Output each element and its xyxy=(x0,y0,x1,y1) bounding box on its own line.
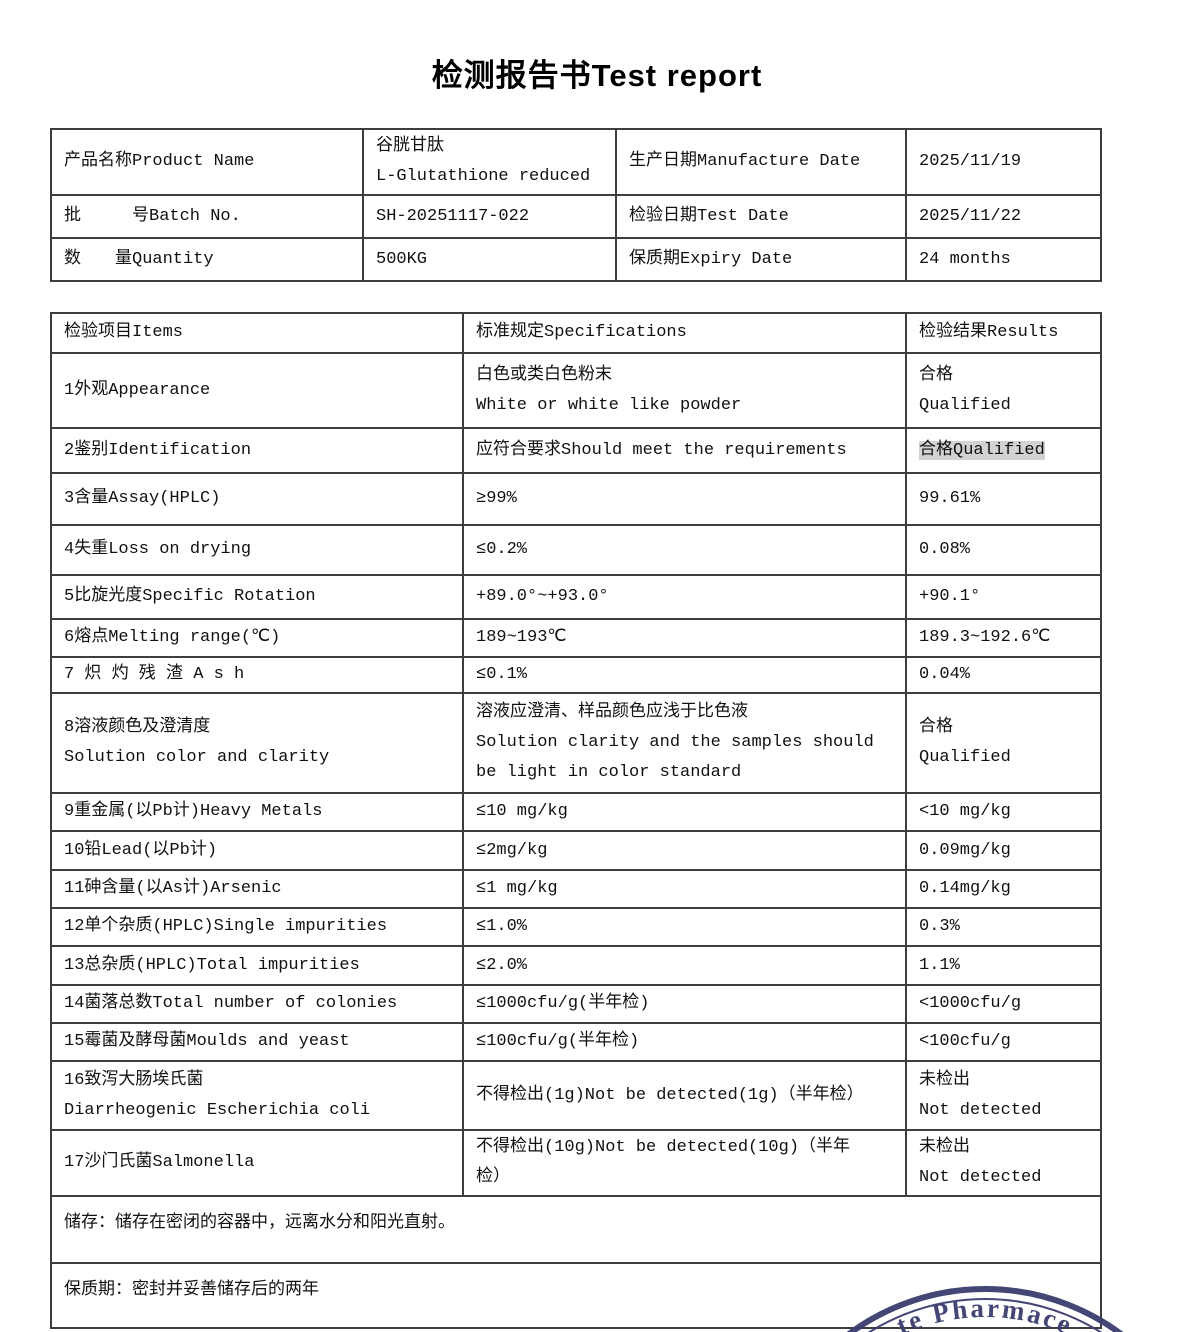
spec-cell: ≤1.0% xyxy=(462,907,907,947)
batch-no-label: 批 号Batch No. xyxy=(50,194,364,239)
table-row: 批 号Batch No. SH-20251117-022 检验日期Test Da… xyxy=(50,194,1102,239)
table-row: 1外观Appearance 白色或类白色粉末 White or white li… xyxy=(50,352,1102,429)
result-cell: 合格 Qualified xyxy=(905,352,1102,429)
table-row: 4失重Loss on drying ≤0.2% 0.08% xyxy=(50,524,1102,576)
spec-cell: 溶液应澄清、样品颜色应浅于比色液 Solution clarity and th… xyxy=(462,692,907,794)
table-row: 17沙门氏菌Salmonella 不得检出(10g)Not be detecte… xyxy=(50,1129,1102,1197)
item-cell: 16致泻大肠埃氏菌 Diarrheogenic Escherichia coli xyxy=(50,1060,464,1131)
spec-cell: ≤0.1% xyxy=(462,656,907,694)
table-row: 9重金属(以Pb计)Heavy Metals ≤10 mg/kg <10 mg/… xyxy=(50,792,1102,832)
quantity-value: 500KG xyxy=(362,237,617,282)
specifications-column-header: 标准规定Specifications xyxy=(462,312,907,354)
table-row: 数 量Quantity 500KG 保质期Expiry Date 24 mont… xyxy=(50,237,1102,282)
item-cell: 7 炽 灼 残 渣 A s h xyxy=(50,656,464,694)
table-row: 产品名称Product Name 谷胱甘肽 L-Glutathione redu… xyxy=(50,128,1102,196)
spec-cell: 应符合要求Should meet the requirements xyxy=(462,427,907,474)
item-cell: 10铅Lead(以Pb计) xyxy=(50,830,464,871)
spec-cell: ≤0.2% xyxy=(462,524,907,576)
quantity-label: 数 量Quantity xyxy=(50,237,364,282)
item-cell: 8溶液颜色及澄清度 Solution color and clarity xyxy=(50,692,464,794)
result-cell: 0.09mg/kg xyxy=(905,830,1102,871)
expiry-date-label: 保质期Expiry Date xyxy=(615,237,907,282)
table-row: 14菌落总数Total number of colonies ≤1000cfu/… xyxy=(50,984,1102,1024)
item-cell: 6熔点Melting range(℃) xyxy=(50,618,464,658)
spec-cell: ≥99% xyxy=(462,472,907,526)
product-name-label: 产品名称Product Name xyxy=(50,128,364,196)
spec-cell: 不得检出(10g)Not be detected(10g)（半年 检） xyxy=(462,1129,907,1197)
spec-cell: +89.0°~+93.0° xyxy=(462,574,907,620)
result-cell: 未检出 Not detected xyxy=(905,1129,1102,1197)
result-cell: 1.1% xyxy=(905,945,1102,986)
batch-no-value: SH-20251117-022 xyxy=(362,194,617,239)
test-date-value: 2025/11/22 xyxy=(905,194,1102,239)
test-date-label: 检验日期Test Date xyxy=(615,194,907,239)
page-title: 检测报告书Test report xyxy=(431,58,763,93)
result-cell: 0.3% xyxy=(905,907,1102,947)
manufacture-date-value: 2025/11/19 xyxy=(905,128,1102,196)
table-row: 11砷含量(以As计)Arsenic ≤1 mg/kg 0.14mg/kg xyxy=(50,869,1102,909)
result-cell: 合格Qualified xyxy=(905,427,1102,474)
table-row: 3含量Assay(HPLC) ≥99% 99.61% xyxy=(50,472,1102,526)
item-cell: 9重金属(以Pb计)Heavy Metals xyxy=(50,792,464,832)
item-cell: 1外观Appearance xyxy=(50,352,464,429)
table-row: 7 炽 灼 残 渣 A s h ≤0.1% 0.04% xyxy=(50,656,1102,694)
items-column-header: 检验项目Items xyxy=(50,312,464,354)
result-cell: 0.14mg/kg xyxy=(905,869,1102,909)
result-cell: <1000cfu/g xyxy=(905,984,1102,1024)
results-column-header: 检验结果Results xyxy=(905,312,1102,354)
highlighted-result-text: 合格Qualified xyxy=(919,440,1045,460)
item-cell: 2鉴别Identification xyxy=(50,427,464,474)
table-row: 12单个杂质(HPLC)Single impurities ≤1.0% 0.3% xyxy=(50,907,1102,947)
table-row: 10铅Lead(以Pb计) ≤2mg/kg 0.09mg/kg xyxy=(50,830,1102,871)
product-name-value: 谷胱甘肽 L-Glutathione reduced xyxy=(362,128,617,196)
item-cell: 5比旋光度Specific Rotation xyxy=(50,574,464,620)
result-cell: <10 mg/kg xyxy=(905,792,1102,832)
table-row: 16致泻大肠埃氏菌 Diarrheogenic Escherichia coli… xyxy=(50,1060,1102,1131)
result-cell: 0.08% xyxy=(905,524,1102,576)
shelf-life-note-row: 保质期：密封并妥善储存后的两年 xyxy=(50,1262,1102,1329)
test-results-table: 检验项目Items 标准规定Specifications 检验结果Results… xyxy=(50,312,1102,1329)
item-cell: 13总杂质(HPLC)Total impurities xyxy=(50,945,464,986)
table-row: 5比旋光度Specific Rotation +89.0°~+93.0° +90… xyxy=(50,574,1102,620)
spec-cell: ≤1 mg/kg xyxy=(462,869,907,909)
item-cell: 12单个杂质(HPLC)Single impurities xyxy=(50,907,464,947)
spec-cell: ≤2mg/kg xyxy=(462,830,907,871)
item-cell: 4失重Loss on drying xyxy=(50,524,464,576)
table-row: 6熔点Melting range(℃) 189~193℃ 189.3~192.6… xyxy=(50,618,1102,658)
shelf-life-note: 保质期：密封并妥善储存后的两年 xyxy=(50,1262,1102,1329)
spec-cell: ≤1000cfu/g(半年检) xyxy=(462,984,907,1024)
manufacture-date-label: 生产日期Manufacture Date xyxy=(615,128,907,196)
spec-cell: ≤2.0% xyxy=(462,945,907,986)
item-cell: 11砷含量(以As计)Arsenic xyxy=(50,869,464,909)
expiry-date-value: 24 months xyxy=(905,237,1102,282)
spec-cell: ≤10 mg/kg xyxy=(462,792,907,832)
storage-note: 储存：储存在密闭的容器中，远离水分和阳光直射。 xyxy=(50,1195,1102,1264)
table-row: 13总杂质(HPLC)Total impurities ≤2.0% 1.1% xyxy=(50,945,1102,986)
item-cell: 3含量Assay(HPLC) xyxy=(50,472,464,526)
spec-cell: 白色或类白色粉末 White or white like powder xyxy=(462,352,907,429)
spec-cell: ≤100cfu/g(半年检) xyxy=(462,1022,907,1062)
result-cell: <100cfu/g xyxy=(905,1022,1102,1062)
item-cell: 15霉菌及酵母菌Moulds and yeast xyxy=(50,1022,464,1062)
result-cell: +90.1° xyxy=(905,574,1102,620)
table-header-row: 检验项目Items 标准规定Specifications 检验结果Results xyxy=(50,312,1102,354)
product-info-table: 产品名称Product Name 谷胱甘肽 L-Glutathione redu… xyxy=(50,128,1102,282)
storage-note-row: 储存：储存在密闭的容器中，远离水分和阳光直射。 xyxy=(50,1195,1102,1264)
result-cell: 0.04% xyxy=(905,656,1102,694)
table-row: 8溶液颜色及澄清度 Solution color and clarity 溶液应… xyxy=(50,692,1102,794)
item-cell: 17沙门氏菌Salmonella xyxy=(50,1129,464,1197)
table-row: 2鉴别Identification 应符合要求Should meet the r… xyxy=(50,427,1102,474)
table-row: 15霉菌及酵母菌Moulds and yeast ≤100cfu/g(半年检) … xyxy=(50,1022,1102,1062)
spec-cell: 不得检出(1g)Not be detected(1g)（半年检） xyxy=(462,1060,907,1131)
result-cell: 合格 Qualified xyxy=(905,692,1102,794)
result-cell: 99.61% xyxy=(905,472,1102,526)
spec-cell: 189~193℃ xyxy=(462,618,907,658)
item-cell: 14菌落总数Total number of colonies xyxy=(50,984,464,1024)
result-cell: 未检出 Not detected xyxy=(905,1060,1102,1131)
result-cell: 189.3~192.6℃ xyxy=(905,618,1102,658)
